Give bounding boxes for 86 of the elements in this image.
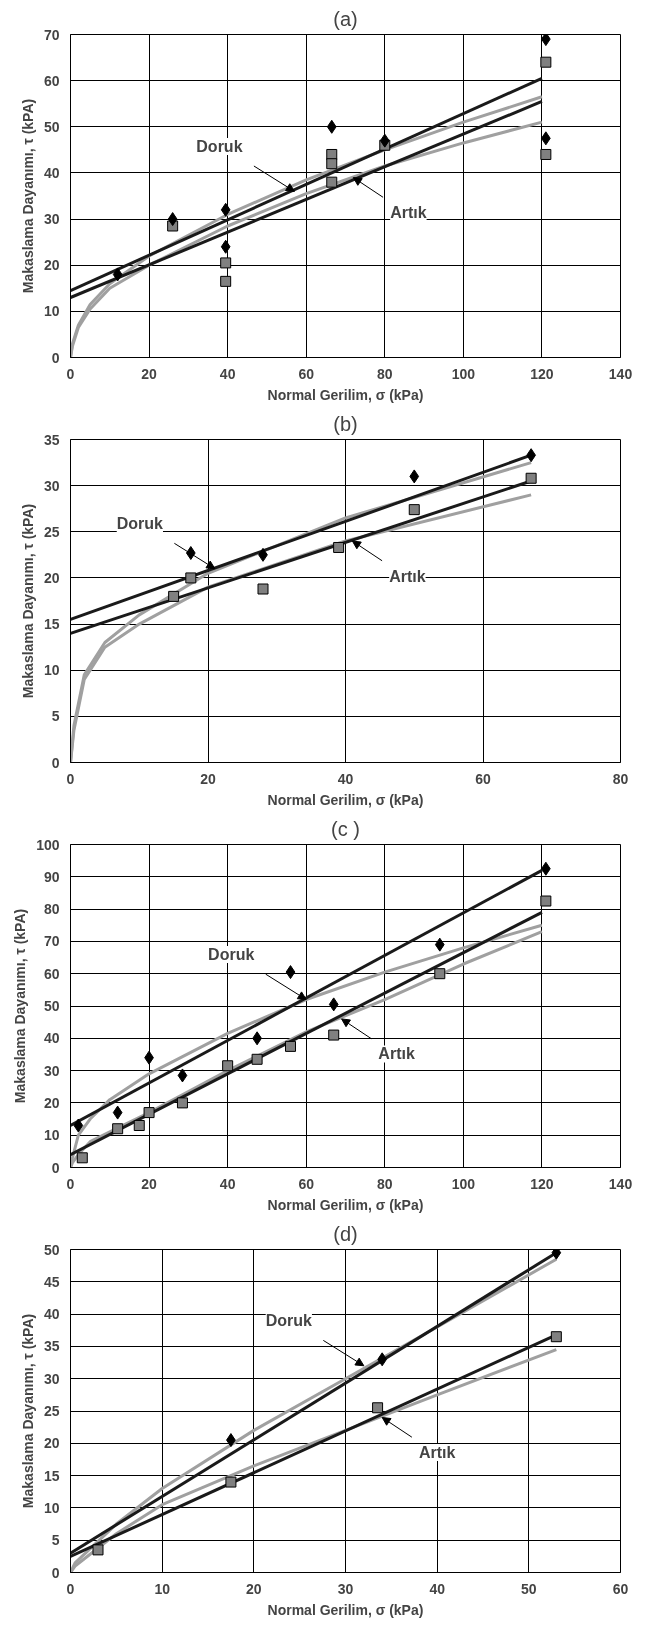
x-tick-label: 50 [521,1580,537,1597]
y-tick-label: 30 [43,211,60,228]
y-tick-label: 40 [43,1306,60,1323]
y-tick-label: 50 [43,1241,60,1258]
y-tick-label: 45 [43,1273,60,1290]
y-tick-label: 100 [36,836,60,853]
y-tick-label: 35 [43,1338,60,1355]
y-tick-label: 30 [43,1062,60,1079]
x-axis-title: Normal Gerilim, σ (kPa) [267,1196,424,1213]
annotation: Artık [418,1443,456,1461]
annotation: Artık [378,1045,415,1063]
y-tick-label: 20 [43,1435,60,1452]
x-tick-label: 20 [246,1580,262,1597]
x-tick-label: 80 [377,1175,393,1192]
y-tick-label: 0 [51,1159,60,1176]
y-tick-label: 20 [43,257,60,274]
y-tick-label: 10 [43,662,60,679]
y-tick-label: 60 [43,965,60,982]
annotation: Artık [389,567,426,585]
annotation: Artık [390,204,427,222]
y-tick-label: 10 [43,1127,60,1144]
annotation: Doruk [116,515,164,533]
x-tick-label: 60 [612,1580,629,1597]
y-tick-label: 10 [43,1499,60,1516]
x-tick-label: 40 [429,1580,446,1597]
chart-title: (b) [333,412,358,435]
x-tick-label: 120 [530,1175,554,1192]
y-axis-title: Makaslama Dayanımı, τ (kPA) [19,1313,36,1509]
y-tick-label: 50 [43,998,60,1014]
y-tick-label: 25 [43,523,60,540]
y-tick-label: 35 [43,431,60,448]
y-tick-label: 40 [43,164,60,181]
y-tick-label: 50 [43,118,60,135]
chart-title: (d) [333,1222,358,1245]
x-tick-label: 60 [298,365,315,382]
y-tick-label: 15 [43,616,60,633]
x-tick-label: 40 [219,1175,236,1192]
x-axis-title: Normal Gerilim, σ (kPa) [267,1601,424,1618]
y-tick-label: 90 [43,868,60,885]
y-tick-label: 80 [43,901,60,918]
y-tick-label: 0 [51,754,60,771]
y-tick-label: 20 [43,569,60,586]
x-tick-label: 30 [337,1580,354,1597]
chart-title: (c ) [331,817,360,840]
x-tick-label: 0 [66,365,75,382]
y-tick-label: 0 [51,349,60,366]
x-tick-label: 100 [451,365,476,382]
y-tick-label: 70 [43,933,60,950]
x-tick-label: 20 [141,1175,158,1192]
x-tick-label: 140 [608,1175,633,1192]
x-axis-title: Normal Gerilim, σ (kPa) [267,386,424,403]
y-tick-label: 40 [43,1030,60,1047]
x-tick-label: 20 [200,770,216,787]
annotation: Doruk [196,137,243,155]
x-tick-label: 40 [337,770,354,787]
y-tick-label: 30 [43,477,60,494]
y-tick-label: 70 [43,26,60,43]
annotation: Doruk [208,946,255,964]
x-tick-label: 20 [141,365,158,382]
y-tick-label: 15 [43,1467,60,1484]
annotation: Doruk [265,1312,313,1330]
y-tick-label: 5 [51,708,60,725]
x-tick-label: 100 [451,1175,476,1192]
y-tick-label: 10 [43,303,60,320]
x-tick-label: 0 [66,770,75,787]
x-tick-label: 10 [154,1580,171,1597]
chart-title: (a) [333,7,358,30]
y-axis-title: Makaslama Dayanımı, τ (kPA) [19,98,36,294]
x-tick-label: 0 [66,1580,75,1597]
x-tick-label: 120 [530,365,554,382]
x-tick-label: 0 [66,1175,75,1192]
y-axis-title: Makaslama Dayanımı, τ (kPA) [19,503,36,699]
x-axis-title: Normal Gerilim, σ (kPa) [267,791,424,808]
x-tick-label: 140 [608,365,633,382]
y-tick-label: 25 [43,1403,60,1419]
x-tick-label: 60 [298,1175,315,1192]
y-axis-title: Makaslama Dayanımı, τ (kPA) [12,908,29,1104]
y-tick-label: 0 [51,1564,60,1581]
y-tick-label: 5 [51,1532,60,1549]
y-tick-label: 30 [43,1370,60,1387]
x-tick-label: 80 [377,365,393,382]
x-tick-label: 60 [475,770,491,787]
y-tick-label: 20 [43,1094,60,1111]
y-tick-label: 60 [43,72,60,89]
x-tick-label: 40 [219,365,236,382]
x-tick-label: 80 [612,770,629,787]
